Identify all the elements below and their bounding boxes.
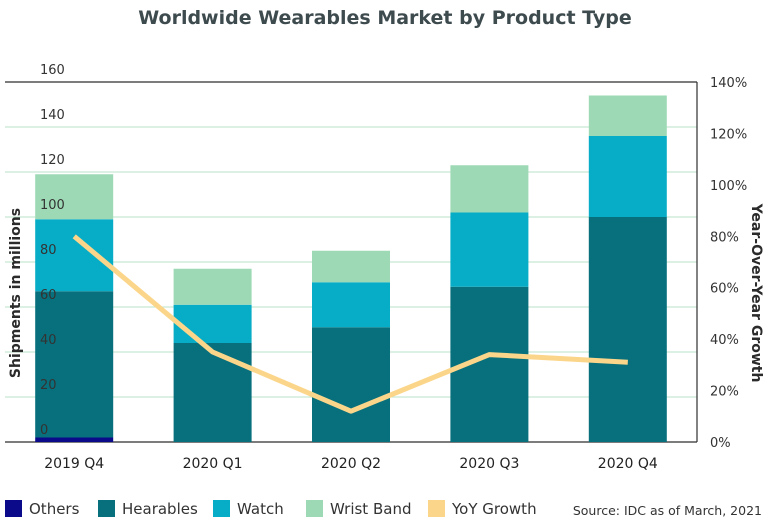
source-note: Source: IDC as of March, 2021 xyxy=(573,503,762,518)
legend-swatch xyxy=(5,500,22,517)
y2-tick-label: 20% xyxy=(710,385,739,400)
bar-wrist-band xyxy=(173,268,252,305)
bar-hearables xyxy=(35,291,114,438)
bar-wrist-band xyxy=(588,95,667,136)
y-tick-label: 140 xyxy=(40,108,65,123)
chart-title: Worldwide Wearables Market by Product Ty… xyxy=(138,7,632,29)
legend-label: YoY Growth xyxy=(451,500,537,518)
y-tick-label: 40 xyxy=(40,333,57,348)
x-tick-label: 2020 Q4 xyxy=(598,456,658,472)
y-tick-label: 160 xyxy=(40,63,65,78)
y-tick-label: 100 xyxy=(40,198,65,213)
y2-tick-label: 40% xyxy=(710,333,739,348)
y2-tick-label: 60% xyxy=(710,282,739,297)
legend-swatch xyxy=(428,500,445,517)
legend-swatch xyxy=(213,500,230,517)
bar-watch xyxy=(450,212,529,287)
y-tick-label: 60 xyxy=(40,288,57,303)
y2-axis-title: Year-Over-Year Growth xyxy=(748,203,764,383)
legend: Others Hearables Watch Wrist Band YoY Growth xyxy=(5,500,537,518)
legend-label: Watch xyxy=(237,500,284,518)
y2-tick-label: 0% xyxy=(710,436,731,451)
bar-watch xyxy=(312,282,390,328)
y-tick-label: 0 xyxy=(40,423,48,438)
x-tick-label: 2020 Q2 xyxy=(321,456,381,472)
bar-others xyxy=(35,437,114,442)
x-tick-label: 2020 Q3 xyxy=(459,456,519,472)
yoy-line xyxy=(72,234,628,414)
y2-tick-label: 80% xyxy=(710,230,739,245)
x-tick-label: 2020 Q1 xyxy=(183,456,243,472)
bar-wrist-band xyxy=(312,250,390,283)
legend-label: Others xyxy=(29,500,80,518)
tick-labels: 0 20 40 60 80 100 120 140 160 0% 20% 40% 60% 80% 100% 1… xyxy=(40,63,747,472)
y2-tick-label: 140% xyxy=(710,76,747,91)
y-tick-label: 80 xyxy=(40,243,57,258)
bar-hearables xyxy=(588,217,667,442)
gridlines xyxy=(5,81,698,443)
bar-watch xyxy=(588,136,667,217)
y-tick-label: 20 xyxy=(40,378,57,393)
bars xyxy=(35,95,667,442)
legend-swatch xyxy=(98,500,115,517)
legend-label: Wrist Band xyxy=(330,500,411,518)
y-axis-title: Shipments in millions xyxy=(8,208,24,378)
bar-wrist-band xyxy=(450,165,529,213)
bar-hearables xyxy=(312,327,390,442)
bar-watch xyxy=(173,304,252,343)
legend-label: Hearables xyxy=(122,500,198,518)
y2-tick-label: 120% xyxy=(710,127,747,142)
bar-wrist-band xyxy=(35,174,114,220)
yoy-growth-line xyxy=(72,234,628,414)
y2-tick-label: 100% xyxy=(710,179,747,194)
legend-swatch xyxy=(306,500,323,517)
x-tick-label: 2019 Q4 xyxy=(44,456,104,472)
bar-hearables xyxy=(173,343,252,442)
y-tick-label: 120 xyxy=(40,153,65,168)
